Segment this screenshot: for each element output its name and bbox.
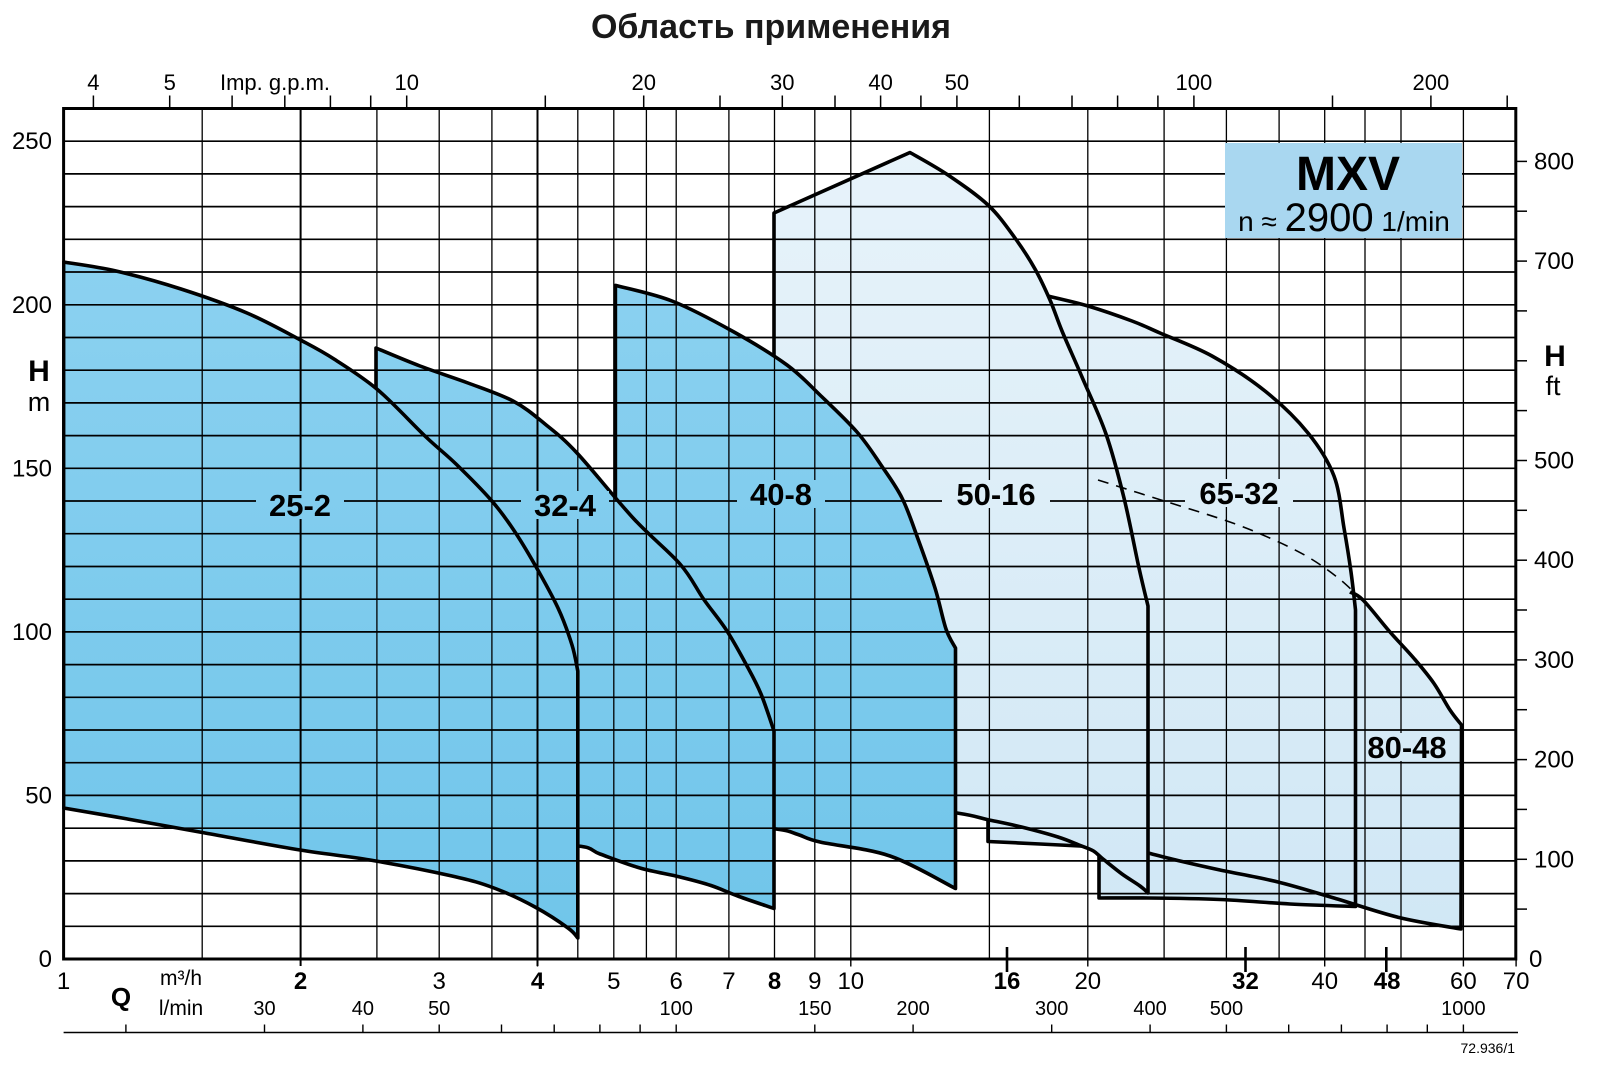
svg-text:200: 200 bbox=[1413, 70, 1450, 95]
svg-text:150: 150 bbox=[12, 455, 52, 482]
svg-text:32-4: 32-4 bbox=[534, 488, 597, 523]
svg-text:60: 60 bbox=[1450, 968, 1477, 995]
svg-text:10: 10 bbox=[394, 70, 418, 95]
svg-text:9: 9 bbox=[808, 968, 821, 995]
svg-text:25-2: 25-2 bbox=[269, 488, 331, 523]
svg-text:50: 50 bbox=[945, 70, 969, 95]
svg-text:16: 16 bbox=[994, 968, 1021, 995]
svg-text:50-16: 50-16 bbox=[956, 477, 1035, 512]
svg-text:70: 70 bbox=[1503, 968, 1530, 995]
svg-text:Область применения: Область применения bbox=[591, 8, 951, 46]
svg-text:100: 100 bbox=[12, 619, 52, 646]
svg-text:300: 300 bbox=[1035, 998, 1068, 1020]
svg-text:ft: ft bbox=[1545, 371, 1561, 401]
svg-text:m³/h: m³/h bbox=[160, 967, 202, 990]
svg-text:1000: 1000 bbox=[1441, 998, 1486, 1020]
svg-text:200: 200 bbox=[12, 292, 52, 319]
svg-text:Imp. g.p.m.: Imp. g.p.m. bbox=[220, 70, 330, 95]
svg-text:4: 4 bbox=[531, 968, 545, 995]
svg-text:300: 300 bbox=[1534, 647, 1574, 674]
svg-text:400: 400 bbox=[1133, 998, 1166, 1020]
svg-text:200: 200 bbox=[1534, 747, 1574, 774]
svg-text:100: 100 bbox=[660, 998, 693, 1020]
svg-text:30: 30 bbox=[253, 998, 275, 1020]
svg-text:1: 1 bbox=[57, 968, 70, 995]
svg-text:100: 100 bbox=[1534, 846, 1574, 873]
svg-text:30: 30 bbox=[770, 70, 794, 95]
svg-text:65-32: 65-32 bbox=[1199, 476, 1278, 511]
svg-text:700: 700 bbox=[1534, 248, 1574, 275]
svg-text:5: 5 bbox=[164, 70, 176, 95]
svg-text:50: 50 bbox=[428, 998, 450, 1020]
svg-text:0: 0 bbox=[39, 946, 52, 973]
svg-text:m: m bbox=[28, 387, 51, 417]
svg-text:250: 250 bbox=[12, 128, 52, 155]
svg-text:l/min: l/min bbox=[159, 997, 203, 1020]
svg-text:400: 400 bbox=[1534, 547, 1574, 574]
svg-text:4: 4 bbox=[87, 70, 99, 95]
svg-text:20: 20 bbox=[631, 70, 655, 95]
svg-text:150: 150 bbox=[798, 998, 831, 1020]
svg-text:40-8: 40-8 bbox=[750, 477, 812, 512]
svg-text:5: 5 bbox=[607, 968, 620, 995]
svg-text:3: 3 bbox=[433, 968, 446, 995]
svg-text:MXV: MXV bbox=[1296, 148, 1400, 201]
svg-text:6: 6 bbox=[670, 968, 683, 995]
svg-text:40: 40 bbox=[352, 998, 374, 1020]
svg-text:0: 0 bbox=[1529, 946, 1542, 973]
svg-text:500: 500 bbox=[1210, 998, 1243, 1020]
svg-text:H: H bbox=[1544, 340, 1566, 373]
svg-text:8: 8 bbox=[768, 968, 781, 995]
svg-text:500: 500 bbox=[1534, 448, 1574, 475]
svg-text:80-48: 80-48 bbox=[1367, 730, 1446, 765]
svg-text:10: 10 bbox=[837, 968, 864, 995]
svg-text:50: 50 bbox=[25, 782, 52, 809]
svg-text:72.936/1: 72.936/1 bbox=[1461, 1040, 1516, 1056]
svg-text:7: 7 bbox=[722, 968, 735, 995]
svg-text:32: 32 bbox=[1232, 968, 1259, 995]
svg-text:H: H bbox=[28, 355, 50, 388]
svg-text:200: 200 bbox=[896, 998, 929, 1020]
svg-text:40: 40 bbox=[868, 70, 892, 95]
svg-text:2: 2 bbox=[294, 968, 307, 995]
svg-text:Q: Q bbox=[111, 982, 131, 1012]
svg-text:40: 40 bbox=[1311, 968, 1338, 995]
svg-text:100: 100 bbox=[1176, 70, 1213, 95]
svg-text:800: 800 bbox=[1534, 148, 1574, 175]
svg-text:20: 20 bbox=[1074, 968, 1101, 995]
svg-text:48: 48 bbox=[1374, 968, 1401, 995]
